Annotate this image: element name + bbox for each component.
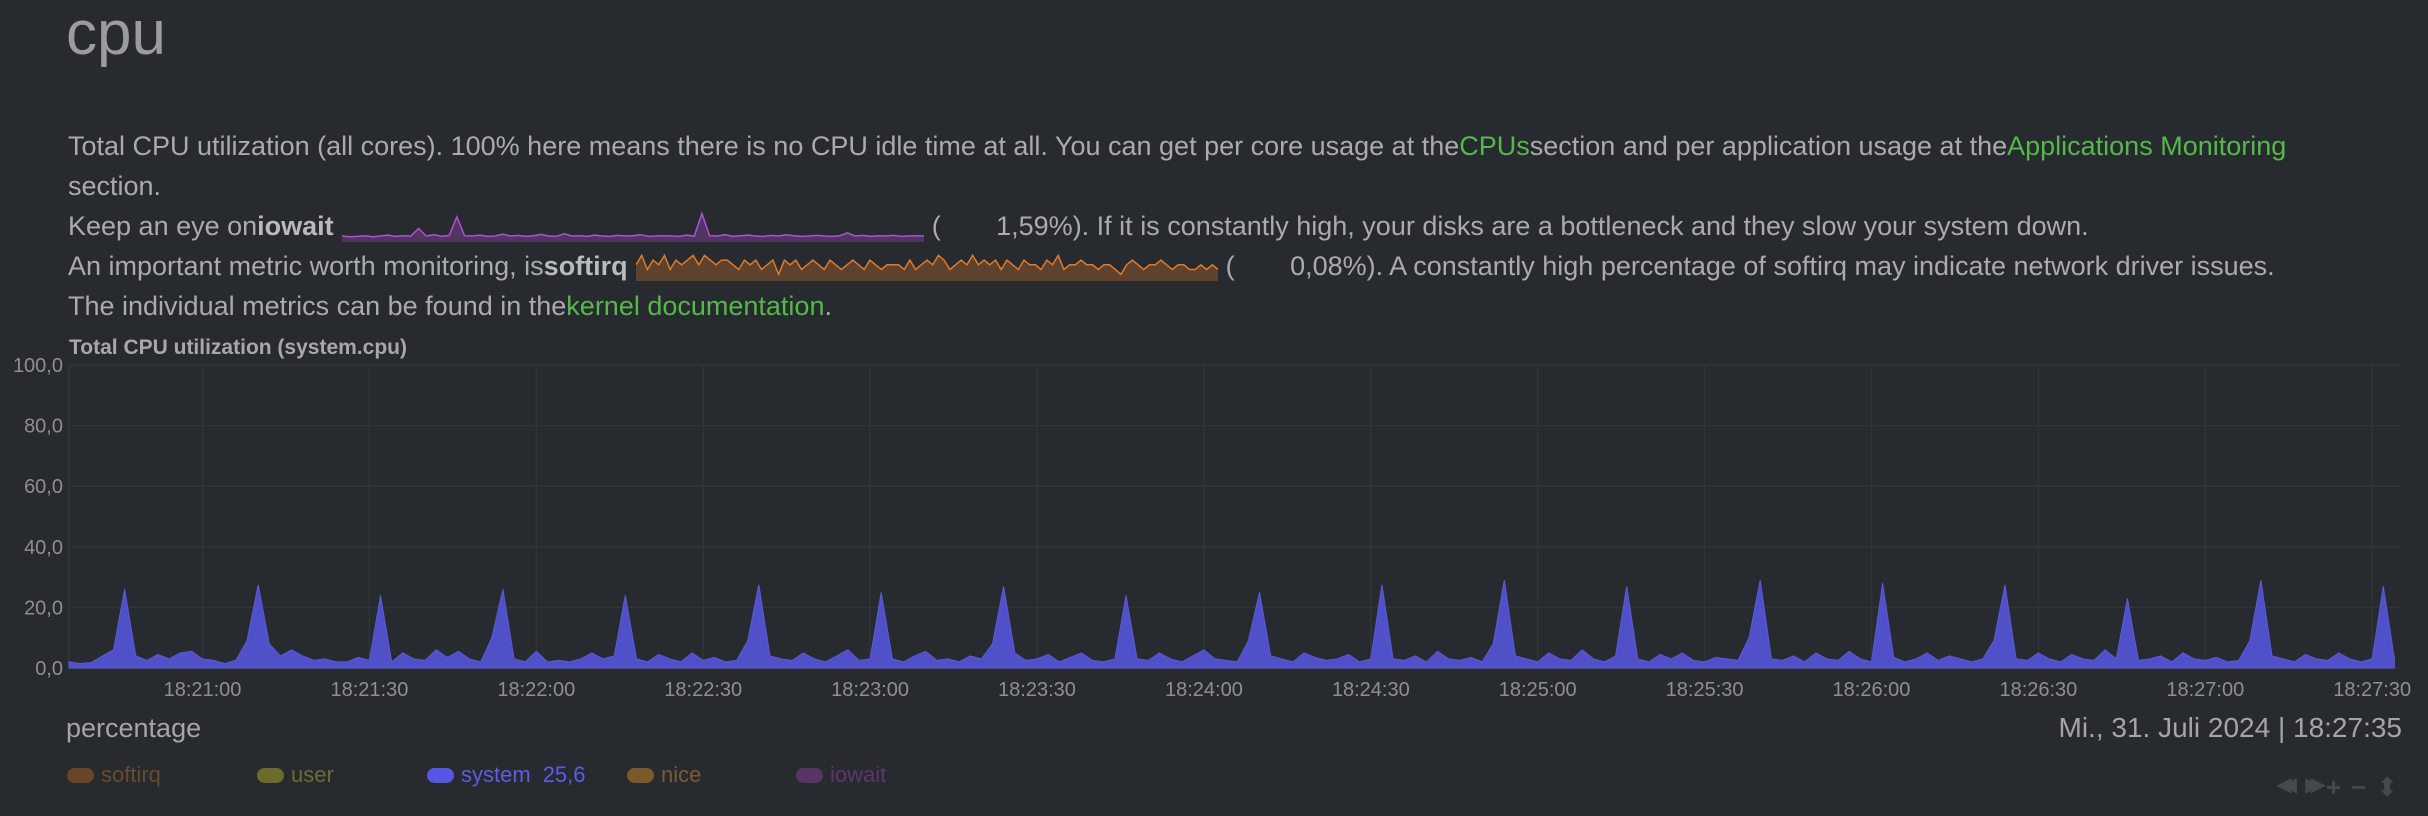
chart-controls: ◀◀ ▶▶ + − ⬍ bbox=[2276, 772, 2398, 803]
x-tick-label: 18:26:30 bbox=[1999, 679, 2077, 701]
text: . bbox=[824, 291, 832, 321]
y-tick-label: 40,0 bbox=[24, 537, 63, 559]
x-tick-label: 18:23:00 bbox=[831, 679, 909, 701]
sparkline-area bbox=[341, 213, 924, 242]
legend-item-user[interactable]: user bbox=[257, 762, 346, 788]
x-tick-label: 18:21:30 bbox=[330, 679, 408, 701]
text: section. bbox=[68, 171, 162, 201]
zoom-out-icon[interactable]: − bbox=[2351, 772, 2367, 802]
text: ( bbox=[931, 211, 941, 241]
section-title: cpu bbox=[66, 0, 166, 68]
legend-label: iowait bbox=[830, 762, 887, 787]
text: An important metric worth monitoring, is bbox=[68, 251, 544, 281]
legend-label: softirq bbox=[101, 762, 161, 787]
y-tick-label: 80,0 bbox=[24, 416, 63, 438]
iowait-label: iowait bbox=[257, 211, 334, 241]
sparkline-area bbox=[635, 255, 1218, 281]
resize-icon[interactable]: ⬍ bbox=[2376, 772, 2398, 802]
softirq-label: softirq bbox=[543, 251, 628, 281]
pan-right-icon[interactable]: ▶▶ bbox=[2305, 774, 2326, 796]
series-system-area bbox=[68, 580, 2395, 669]
text: ). If it is constantly high, your disks … bbox=[1072, 211, 2089, 241]
cpus-link[interactable]: CPUs bbox=[1459, 131, 1530, 161]
description-line-2: section. bbox=[68, 166, 2408, 206]
x-tick-label: 18:24:00 bbox=[1165, 679, 1243, 701]
kernel-documentation-link[interactable]: kernel documentation bbox=[566, 291, 825, 321]
y-tick-label: 0,0 bbox=[35, 658, 63, 680]
x-tick-label: 18:25:30 bbox=[1666, 679, 1744, 701]
x-tick-label: 18:25:00 bbox=[1499, 679, 1577, 701]
legend-swatch bbox=[67, 767, 94, 783]
iowait-value: 1,59% bbox=[996, 211, 1073, 241]
chart-datetime: Mi., 31. Juli 2024 | 18:27:35 bbox=[2058, 712, 2403, 743]
section-description: Total CPU utilization (all cores). 100% … bbox=[68, 126, 2408, 326]
y-tick-label: 20,0 bbox=[24, 597, 63, 619]
x-tick-label: 18:24:30 bbox=[1332, 679, 1410, 701]
legend-swatch bbox=[427, 767, 454, 783]
legend-item-nice[interactable]: nice bbox=[627, 762, 713, 788]
sparkline-line bbox=[341, 211, 924, 238]
cpu-chart[interactable]: 0,0 20,0 40,0 60,0 80,0 100,0 18:21:00 18:21:30… bbox=[0, 340, 2428, 710]
legend-item-system[interactable]: system 25,6 bbox=[427, 762, 586, 788]
zoom-in-icon[interactable]: + bbox=[2325, 772, 2342, 802]
legend-item-iowait[interactable]: iowait bbox=[796, 762, 898, 788]
text: Keep an eye on bbox=[68, 211, 258, 241]
x-tick-label: 18:27:30 bbox=[2333, 679, 2411, 701]
y-tick-label: 100,0 bbox=[13, 355, 63, 377]
applications-monitoring-link[interactable]: Applications Monitoring bbox=[2007, 131, 2287, 161]
x-tick-label: 18:26:00 bbox=[1833, 679, 1911, 701]
text: The individual metrics can be found in t… bbox=[68, 291, 567, 321]
legend-swatch bbox=[257, 767, 284, 783]
legend-value: 25,6 bbox=[542, 762, 586, 787]
description-line-5: The individual metrics can be found in t… bbox=[68, 286, 2408, 326]
x-tick-label: 18:22:30 bbox=[664, 679, 742, 701]
legend-item-softirq[interactable]: softirq bbox=[67, 762, 173, 788]
softirq-value: 0,08% bbox=[1290, 251, 1367, 281]
iowait-sparkline bbox=[341, 211, 924, 242]
legend-label: system bbox=[461, 762, 531, 787]
x-tick-label: 18:21:00 bbox=[164, 679, 242, 701]
text: section and per application usage at the bbox=[1529, 131, 2008, 161]
description-line-3: Keep an eye on iowait (1,59%). If it is … bbox=[68, 206, 2408, 246]
legend-swatch bbox=[627, 767, 654, 783]
x-tick-label: 18:22:00 bbox=[497, 679, 575, 701]
legend-label: user bbox=[291, 762, 334, 787]
softirq-sparkline bbox=[635, 253, 1218, 281]
text: ( bbox=[1225, 251, 1235, 281]
legend-swatch bbox=[796, 767, 823, 783]
pan-left-icon[interactable]: ◀◀ bbox=[2276, 774, 2297, 796]
sparkline-line bbox=[635, 253, 1218, 277]
x-tick-label: 18:27:00 bbox=[2166, 679, 2244, 701]
text: ). A constantly high percentage of softi… bbox=[1366, 251, 2275, 281]
x-tick-label: 18:23:30 bbox=[998, 679, 1076, 701]
text: Total CPU utilization (all cores). 100% … bbox=[68, 131, 1460, 161]
description-line-4: An important metric worth monitoring, is… bbox=[68, 246, 2408, 286]
description-line-1: Total CPU utilization (all cores). 100% … bbox=[68, 126, 2408, 166]
y-tick-label: 60,0 bbox=[24, 476, 63, 498]
chart-title: Total CPU utilization (system.cpu) bbox=[69, 336, 407, 359]
chart-units: percentage bbox=[66, 713, 202, 743]
legend-label: nice bbox=[661, 762, 702, 787]
